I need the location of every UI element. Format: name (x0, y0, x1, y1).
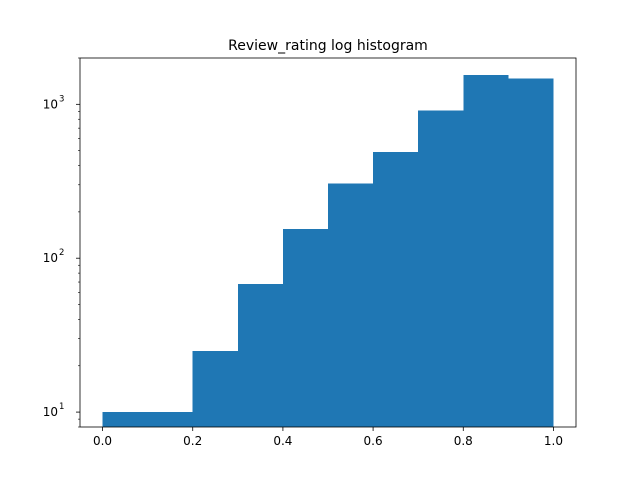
y-tick-exponent: 3 (59, 94, 64, 104)
y-tick-label: 10 (43, 251, 58, 265)
bars-group (102, 75, 554, 427)
histogram-bar (463, 75, 509, 427)
histogram-bar (418, 110, 464, 427)
histogram-bar (237, 283, 283, 427)
y-tick-exponent: 2 (59, 248, 64, 258)
histogram-bar (192, 350, 238, 427)
y-tick-exponent: 1 (59, 402, 64, 412)
histogram-bar (102, 412, 148, 427)
chart-title: Review_rating log histogram (228, 38, 428, 54)
x-tick-label: 0.0 (93, 434, 112, 448)
y-tick-label: 10 (43, 97, 58, 111)
x-tick-label: 0.8 (454, 434, 473, 448)
plot-frame (79, 57, 577, 428)
histogram-bar (282, 228, 328, 427)
x-tick-label: 0.6 (364, 434, 383, 448)
histogram-bar (328, 183, 374, 427)
x-tick-label: 0.4 (273, 434, 292, 448)
x-tick-label: 1.0 (544, 434, 563, 448)
histogram-bar (508, 78, 554, 427)
histogram-bar (373, 151, 419, 427)
x-axis: 0.0 0.2 0.4 0.6 0.8 1.0 (93, 427, 563, 448)
y-tick-label: 10 (43, 405, 58, 419)
x-tick-label: 0.2 (183, 434, 202, 448)
histogram-bar (147, 412, 193, 427)
